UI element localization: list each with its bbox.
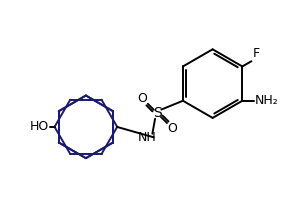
Text: NH₂: NH₂ xyxy=(255,94,279,107)
Text: F: F xyxy=(253,47,260,60)
Text: O: O xyxy=(138,92,148,105)
Text: HO: HO xyxy=(29,120,49,133)
Text: S: S xyxy=(153,106,162,120)
Text: NH: NH xyxy=(138,131,156,144)
Text: O: O xyxy=(167,122,177,135)
